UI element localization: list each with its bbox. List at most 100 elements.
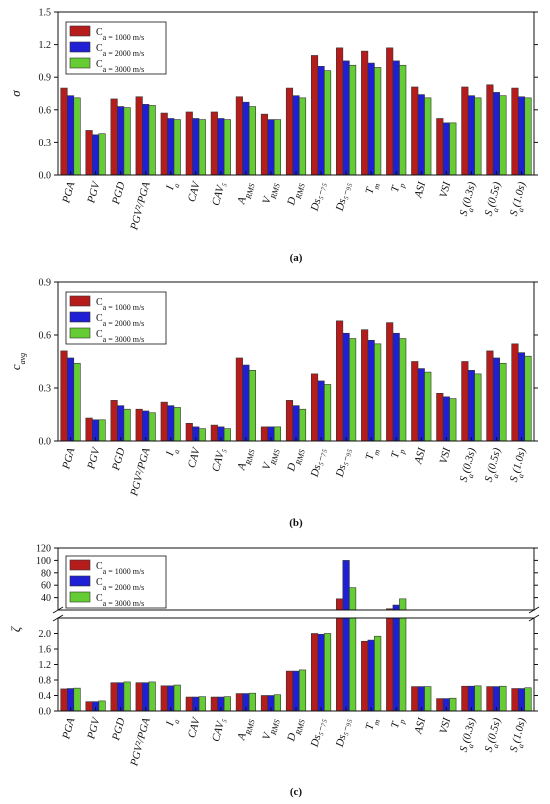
x-tick-label: DRMS: [285, 181, 306, 209]
x-tick-label: ARMS: [235, 717, 256, 744]
bar: [273, 426, 282, 442]
bar: [248, 106, 256, 176]
y-tick-label: 120: [36, 544, 51, 555]
legend-swatch: [69, 327, 91, 339]
legend-label: Ca = 1000 m/s: [96, 561, 144, 576]
bar: [73, 97, 81, 176]
bar: [285, 87, 294, 176]
bar: [148, 105, 156, 176]
bar: [486, 350, 494, 442]
bar: [449, 697, 457, 712]
bar: [342, 560, 350, 611]
bar: [349, 338, 357, 442]
x-tick-label: CAV₅: [210, 717, 228, 744]
legend-label: Ca = 3000 m/s: [96, 593, 144, 608]
bar: [317, 66, 325, 176]
bar: [223, 696, 231, 712]
bar: [110, 98, 118, 176]
bar: [167, 405, 175, 442]
bar: [392, 617, 400, 712]
bar: [73, 687, 81, 712]
bar: [223, 119, 231, 176]
bar: [217, 118, 225, 176]
bar: [198, 696, 206, 712]
bar: [342, 617, 350, 712]
bar: [242, 364, 250, 442]
x-tick-label: CAV₅: [210, 447, 228, 474]
bar: [474, 97, 482, 176]
bar: [392, 604, 400, 611]
bar: [167, 118, 175, 176]
bar: [317, 633, 325, 712]
bar: [492, 92, 500, 176]
bar: [198, 428, 206, 442]
x-tick-label: PGD: [110, 447, 128, 473]
bar: [273, 119, 282, 176]
bar: [85, 417, 93, 442]
bar: [285, 400, 294, 442]
y-tick-label: 2.0: [39, 629, 52, 640]
bar: [511, 343, 519, 442]
bar: [367, 339, 375, 442]
bar: [467, 95, 475, 176]
bar: [98, 700, 106, 712]
y-tick-label: 0.6: [39, 105, 52, 116]
x-tick-label: Tm: [363, 446, 381, 462]
bar: [110, 682, 118, 712]
x-tick-label: Sa(0.3s): [458, 446, 482, 484]
bar: [260, 695, 268, 712]
bar: [292, 95, 300, 176]
bar: [417, 94, 425, 176]
bar: [392, 60, 400, 176]
x-tick-label: PGV: [85, 715, 103, 741]
bar: [66, 357, 75, 442]
bar: [417, 368, 425, 442]
x-tick-label: DRMS: [285, 447, 306, 475]
y-tick-label: 0.9: [39, 278, 52, 289]
bar: [449, 398, 457, 442]
panel-label: (c): [290, 786, 303, 798]
x-tick-label: Sa(1.0s): [508, 716, 532, 754]
bar: [324, 633, 332, 712]
y-tick-label: 100: [36, 556, 51, 567]
x-tick-label: PGV: [85, 445, 103, 471]
x-tick-label: PGA: [60, 446, 77, 471]
x-tick-label: CAV: [186, 445, 203, 469]
x-tick-label: Ia: [164, 447, 181, 459]
x-tick-label: PGV²/PGA: [128, 180, 153, 232]
legend-swatch: [69, 591, 91, 603]
bar: [185, 111, 193, 176]
bar: [310, 373, 319, 442]
x-tick-label: Ia: [164, 717, 181, 729]
y-tick-label: 1.2: [39, 660, 52, 671]
bar: [511, 87, 519, 176]
bar: [210, 111, 218, 176]
x-tick-label: VSI: [438, 179, 454, 199]
bar: [98, 419, 106, 442]
bar: [524, 687, 532, 712]
plot-frame: [57, 547, 535, 611]
bar: [336, 617, 344, 712]
bar: [342, 60, 350, 176]
bar: [517, 352, 526, 442]
legend-label: Ca = 3000 m/s: [96, 329, 144, 344]
bar: [285, 670, 294, 712]
bar: [85, 701, 93, 712]
legend-label: Ca = 1000 m/s: [96, 297, 144, 312]
bar: [198, 119, 206, 176]
bar: [248, 370, 256, 442]
bar: [349, 64, 357, 176]
bar: [123, 681, 131, 712]
x-tick-label: Sa(0.5s): [483, 446, 507, 484]
bar: [310, 55, 319, 176]
x-tick-label: ASI: [412, 445, 428, 466]
legend-swatch: [69, 57, 91, 69]
y-tick-label: 0.8: [39, 676, 52, 687]
bar: [60, 87, 68, 176]
y-tick-label: 0.3: [39, 384, 52, 395]
bar: [292, 670, 300, 712]
bar: [349, 587, 357, 611]
x-tick-label: PGD: [110, 181, 128, 207]
bar: [267, 119, 275, 176]
